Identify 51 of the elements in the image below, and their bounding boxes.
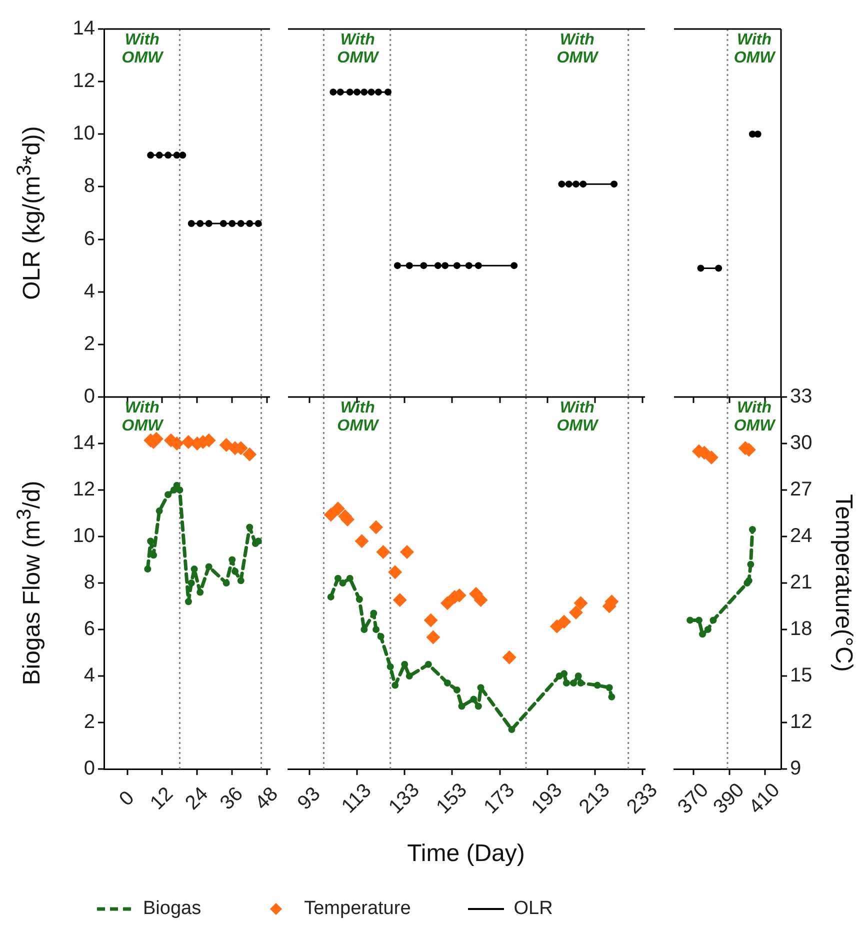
y-tick-label: 14 xyxy=(72,432,95,454)
legend-label: Temperature xyxy=(304,898,411,920)
x-tick-label: 113 xyxy=(338,780,376,818)
y-tick-label: 6 xyxy=(84,228,95,250)
x-tick-label: 36 xyxy=(216,783,248,814)
annotation: With OMW xyxy=(734,31,777,66)
legend-label: Biogas xyxy=(143,898,202,920)
y2-tick-label: 9 xyxy=(790,758,802,780)
x-axis-title: Time (Day) xyxy=(407,840,525,868)
x-tick-label: 173 xyxy=(480,779,520,818)
y-tick-label: 0 xyxy=(84,758,95,780)
y2-axis-title: Temperature(°C) xyxy=(829,494,857,672)
y2-tick-label: 24 xyxy=(790,525,812,548)
x-tick-label: 48 xyxy=(251,783,282,814)
x-tick-label: 0 xyxy=(115,786,139,810)
y-tick-label: 6 xyxy=(84,618,95,640)
y-tick-label: 8 xyxy=(84,572,95,594)
y-tick-label: 10 xyxy=(72,525,95,548)
annotation: With OMW xyxy=(556,31,600,66)
annotation: With OMW xyxy=(337,399,380,434)
y-tick-label: 10 xyxy=(72,122,95,145)
x-tick-label: 193 xyxy=(528,779,567,818)
y-tick-label: 4 xyxy=(84,280,95,302)
annotation: With OMW xyxy=(122,31,165,66)
annotation: With OMW xyxy=(734,399,777,434)
y-tick-label: 14 xyxy=(72,18,95,40)
annotation: With OMW xyxy=(122,399,165,434)
y-tick-label: 12 xyxy=(72,478,95,501)
y2-tick-label: 12 xyxy=(790,711,812,734)
y2-tick-label: 27 xyxy=(790,478,812,501)
x-tick-label: 12 xyxy=(146,783,178,814)
y-tick-label: 12 xyxy=(72,70,95,92)
x-tick-label: 93 xyxy=(293,783,325,814)
y-tick-label: 0 xyxy=(84,386,95,408)
y2-tick-label: 15 xyxy=(790,664,812,687)
x-tick-label: 24 xyxy=(181,783,212,814)
y2-tick-label: 30 xyxy=(790,432,812,454)
x-tick-label: 233 xyxy=(622,779,662,818)
x-tick-label: 133 xyxy=(384,779,424,818)
annotation: With OMW xyxy=(337,31,380,66)
legend-label: OLR xyxy=(514,898,553,920)
y-tick-label: 4 xyxy=(84,664,95,687)
annotation: With OMW xyxy=(556,399,600,434)
y2-tick-label: 18 xyxy=(790,618,812,640)
y-tick-label: 8 xyxy=(84,175,95,198)
y2-tick-label: 33 xyxy=(790,386,812,408)
x-tick-label: 213 xyxy=(575,779,614,818)
y2-tick-label: 21 xyxy=(790,572,812,594)
y-tick-label: 2 xyxy=(84,711,95,734)
x-tick-label: 153 xyxy=(432,779,472,818)
y-tick-label: 2 xyxy=(84,332,95,355)
